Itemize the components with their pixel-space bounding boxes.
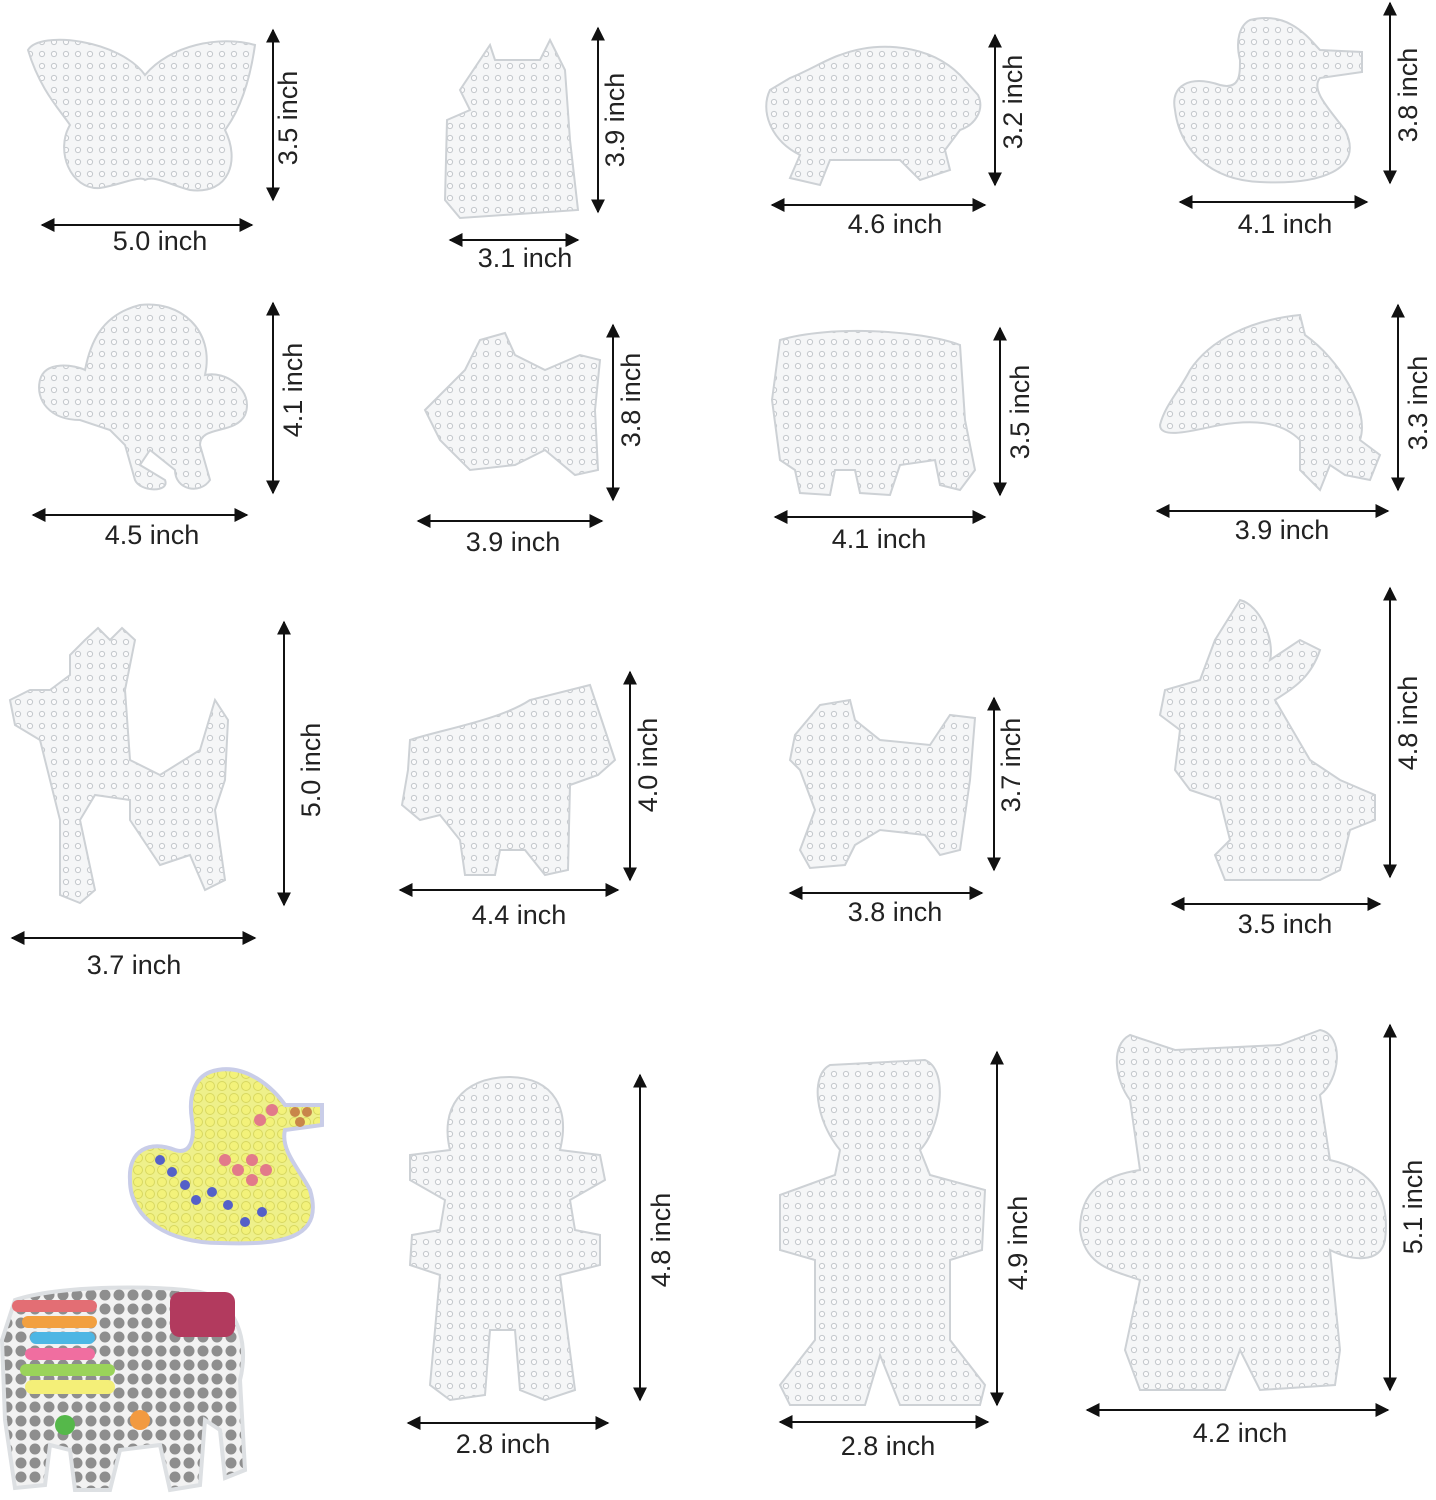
duck-board xyxy=(1173,17,1363,184)
height-label: 3.7 inch xyxy=(996,718,1026,813)
width-label: 4.2 inch xyxy=(1193,1418,1288,1448)
duck-beak-beads xyxy=(290,1107,312,1127)
boy-board xyxy=(778,1058,987,1406)
height-label: 5.1 inch xyxy=(1398,1160,1428,1255)
decorated-examples xyxy=(0,1067,324,1493)
height-label: 5.0 inch xyxy=(296,723,326,818)
dog-board xyxy=(788,698,977,870)
duck-pink-beads xyxy=(219,1104,278,1186)
height-label: 4.8 inch xyxy=(1393,676,1423,771)
butterfly-board xyxy=(26,38,257,192)
width-label: 5.0 inch xyxy=(113,226,208,256)
width-label: 3.9 inch xyxy=(1235,515,1330,545)
pegboards xyxy=(8,17,1387,1406)
height-label: 4.1 inch xyxy=(278,343,308,438)
elephant-color-beads xyxy=(12,1292,235,1435)
height-label: 3.9 inch xyxy=(600,73,630,168)
width-label: 3.7 inch xyxy=(87,950,182,980)
bear-board xyxy=(1078,1028,1387,1392)
cat-board xyxy=(443,37,580,220)
height-label: 4.8 inch xyxy=(646,1193,676,1288)
width-label: 4.1 inch xyxy=(1238,209,1333,239)
width-label: 4.4 inch xyxy=(472,900,567,930)
elephant-board xyxy=(770,329,977,497)
rabbit-board xyxy=(1158,598,1376,881)
octopus-board xyxy=(38,303,248,491)
duck-blue-beads xyxy=(155,1155,267,1227)
fish-board xyxy=(423,331,602,477)
dolphin-board xyxy=(1158,313,1382,492)
height-label: 3.8 inch xyxy=(616,353,646,448)
width-label: 3.8 inch xyxy=(848,897,943,927)
height-label: 3.5 inch xyxy=(1005,365,1035,460)
girl-board xyxy=(408,1075,607,1402)
height-label: 4.9 inch xyxy=(1003,1196,1033,1291)
width-label: 3.9 inch xyxy=(466,527,561,557)
width-label: 3.5 inch xyxy=(1238,909,1333,939)
height-label: 3.2 inch xyxy=(998,55,1028,150)
height-label: 3.3 inch xyxy=(1403,356,1433,451)
deer-board xyxy=(8,626,230,905)
width-label: 3.1 inch xyxy=(478,243,573,273)
width-label: 4.1 inch xyxy=(832,524,927,554)
horse-board xyxy=(400,683,617,877)
width-label: 2.8 inch xyxy=(841,1431,936,1461)
height-label: 3.5 inch xyxy=(273,71,303,166)
width-label: 2.8 inch xyxy=(456,1429,551,1459)
width-label: 4.5 inch xyxy=(105,520,200,550)
turtle-board xyxy=(765,45,982,187)
height-label: 4.0 inch xyxy=(633,718,663,813)
dimension-labels: 5.0 inch 3.5 inch 3.1 inch 3.9 inch 4.6 inch… xyxy=(10,1,1433,1461)
width-label: 4.6 inch xyxy=(848,209,943,239)
height-label: 3.8 inch xyxy=(1393,48,1423,143)
